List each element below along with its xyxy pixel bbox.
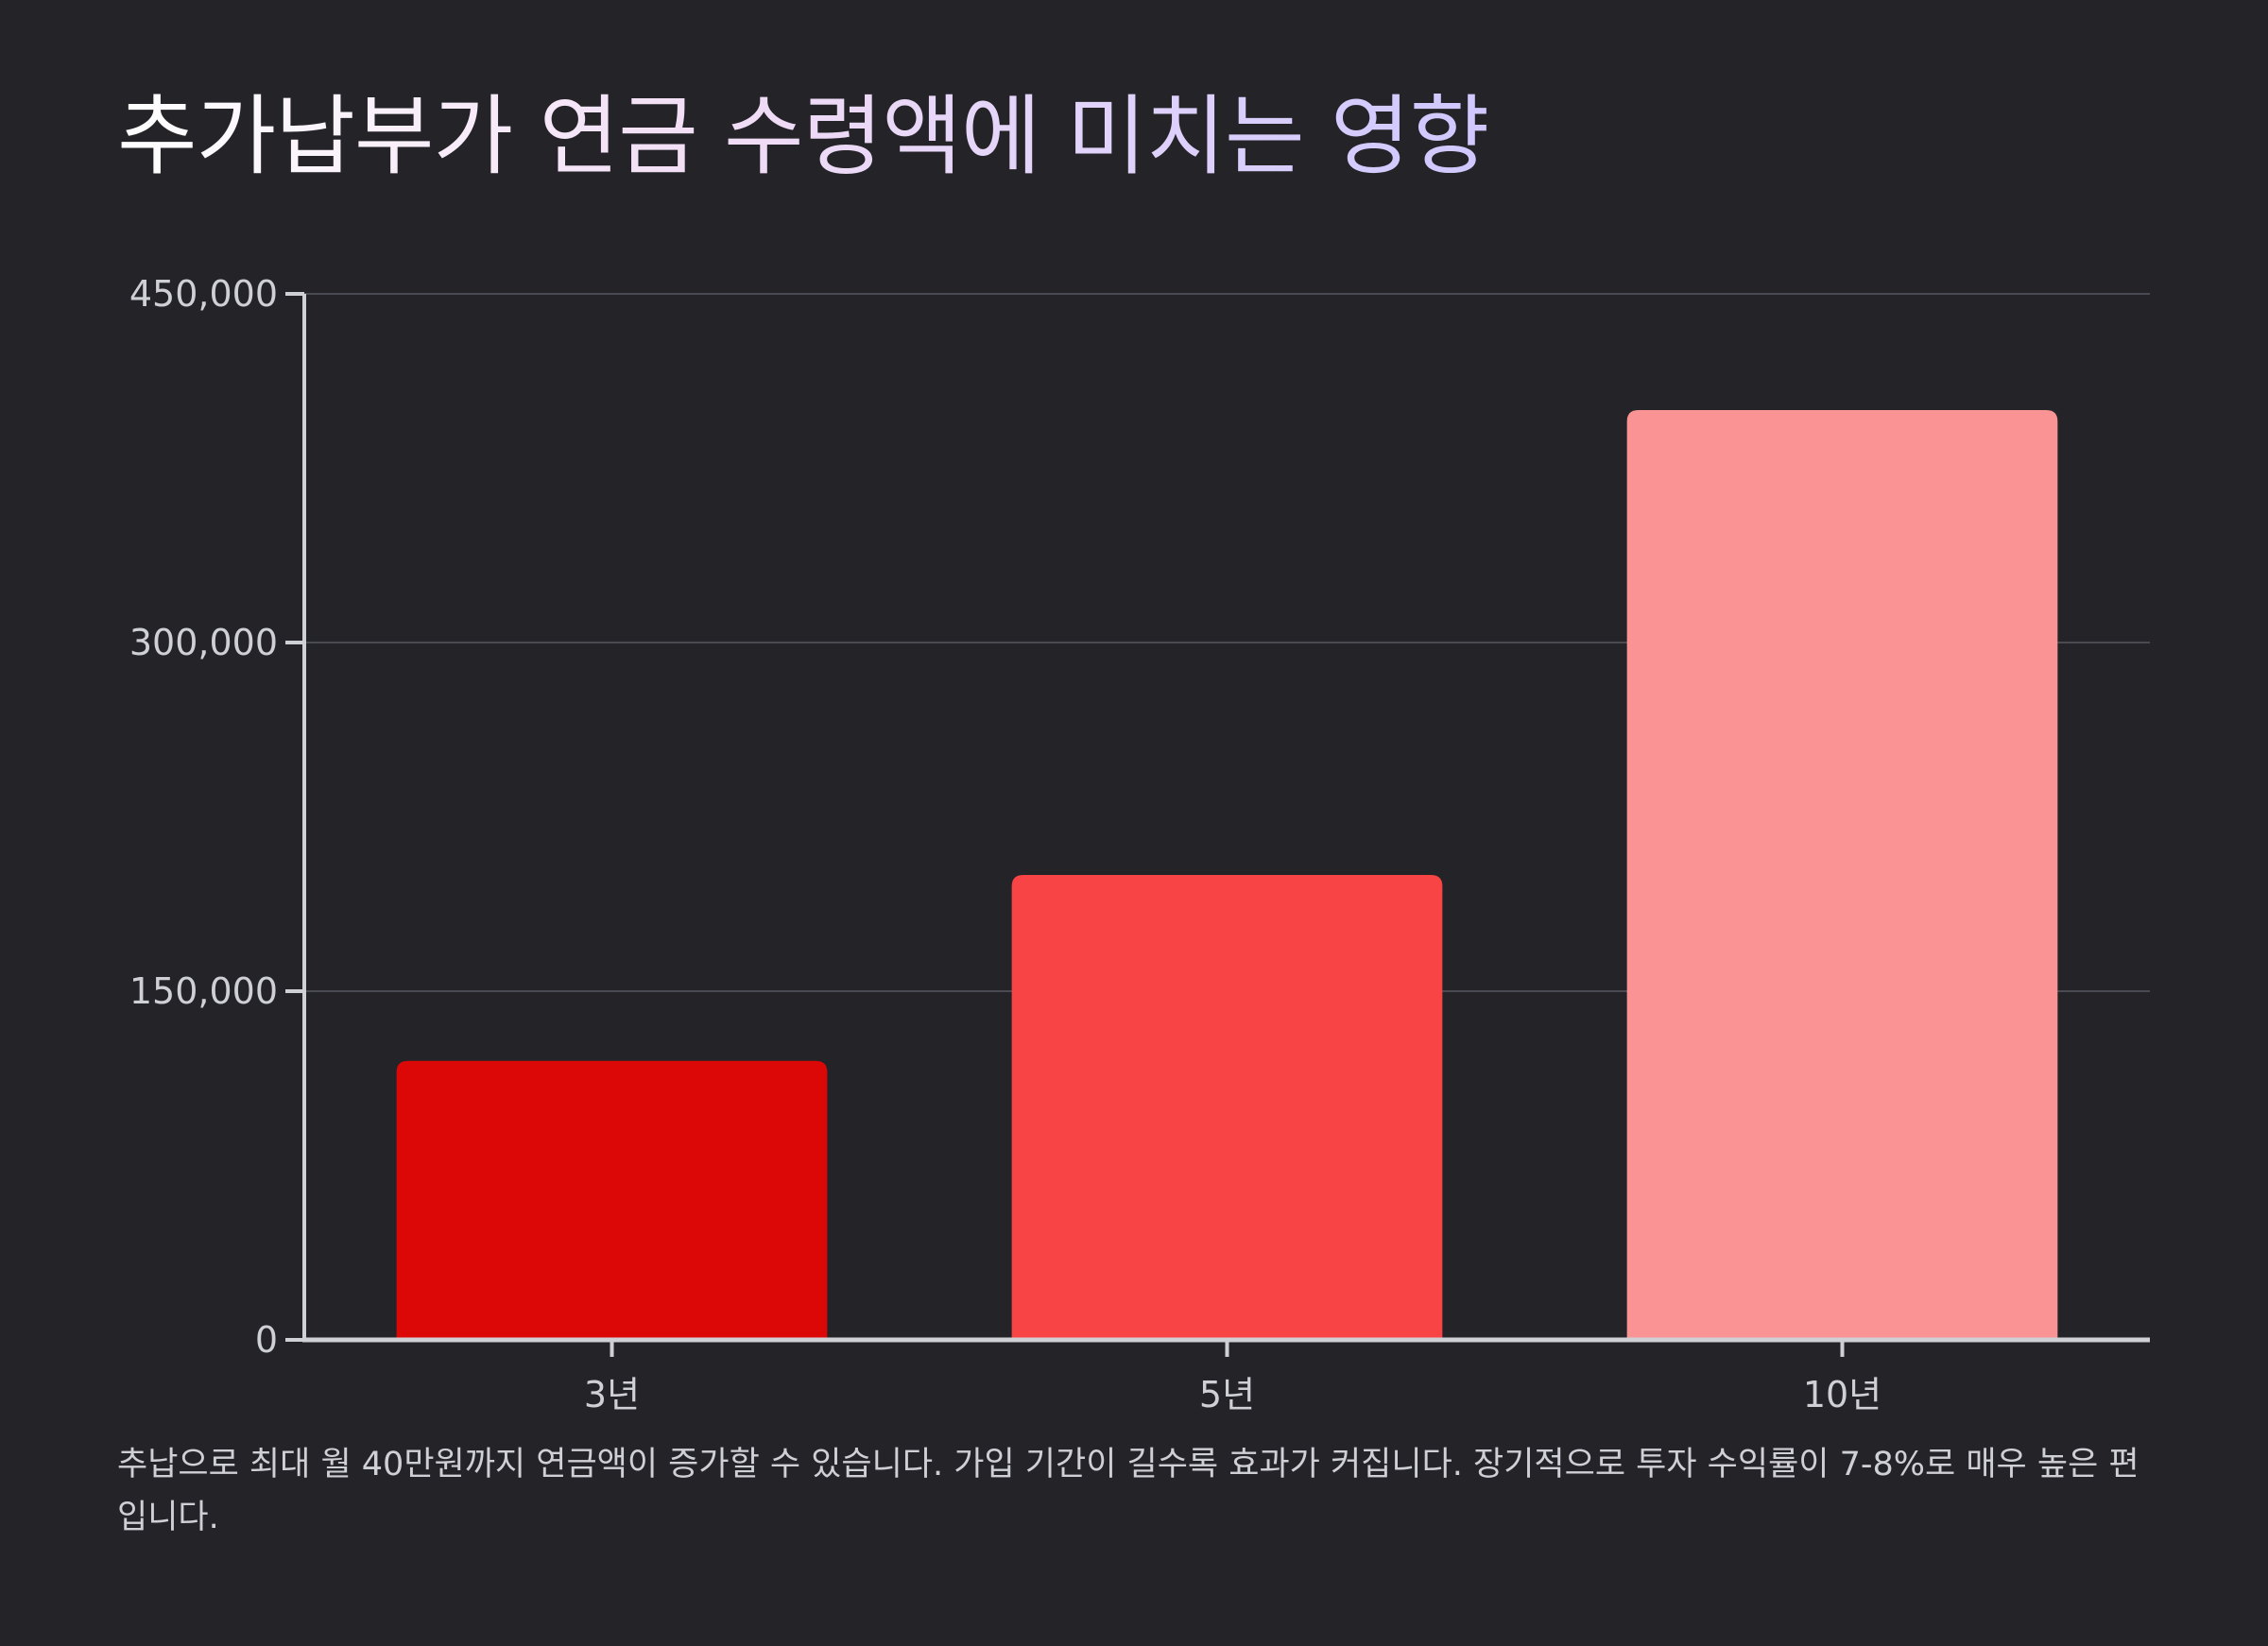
y-tick-label: 0 — [255, 1319, 278, 1361]
y-tick-labels: 0 150,000 300,000 450,000 — [129, 273, 278, 1361]
y-tick-label: 450,000 — [129, 273, 278, 315]
chart-footnote: 추납으로 최대 월 40만원까지 연금액이 증가할 수 있습니다. 가입 기간이… — [117, 1446, 2139, 1536]
bar-chart: 0 150,000 300,000 450,000 3년 5년 10년 — [129, 273, 2150, 1415]
y-tick-label: 300,000 — [129, 622, 278, 663]
bars — [396, 410, 2058, 1340]
x-tick-labels: 3년 5년 10년 — [584, 1374, 1881, 1415]
bar-2 — [1011, 875, 1443, 1340]
x-tick-label: 10년 — [1803, 1374, 1881, 1415]
bar-3 — [1626, 410, 2058, 1340]
axes — [285, 292, 2150, 1357]
x-tick-label: 3년 — [584, 1374, 640, 1415]
y-tick-label: 150,000 — [129, 970, 278, 1012]
bar-1 — [396, 1060, 828, 1340]
chart-title: 추가납부가 연금 수령액에 미치는 영향 — [117, 86, 1489, 187]
x-tick-label: 5년 — [1199, 1374, 1255, 1415]
